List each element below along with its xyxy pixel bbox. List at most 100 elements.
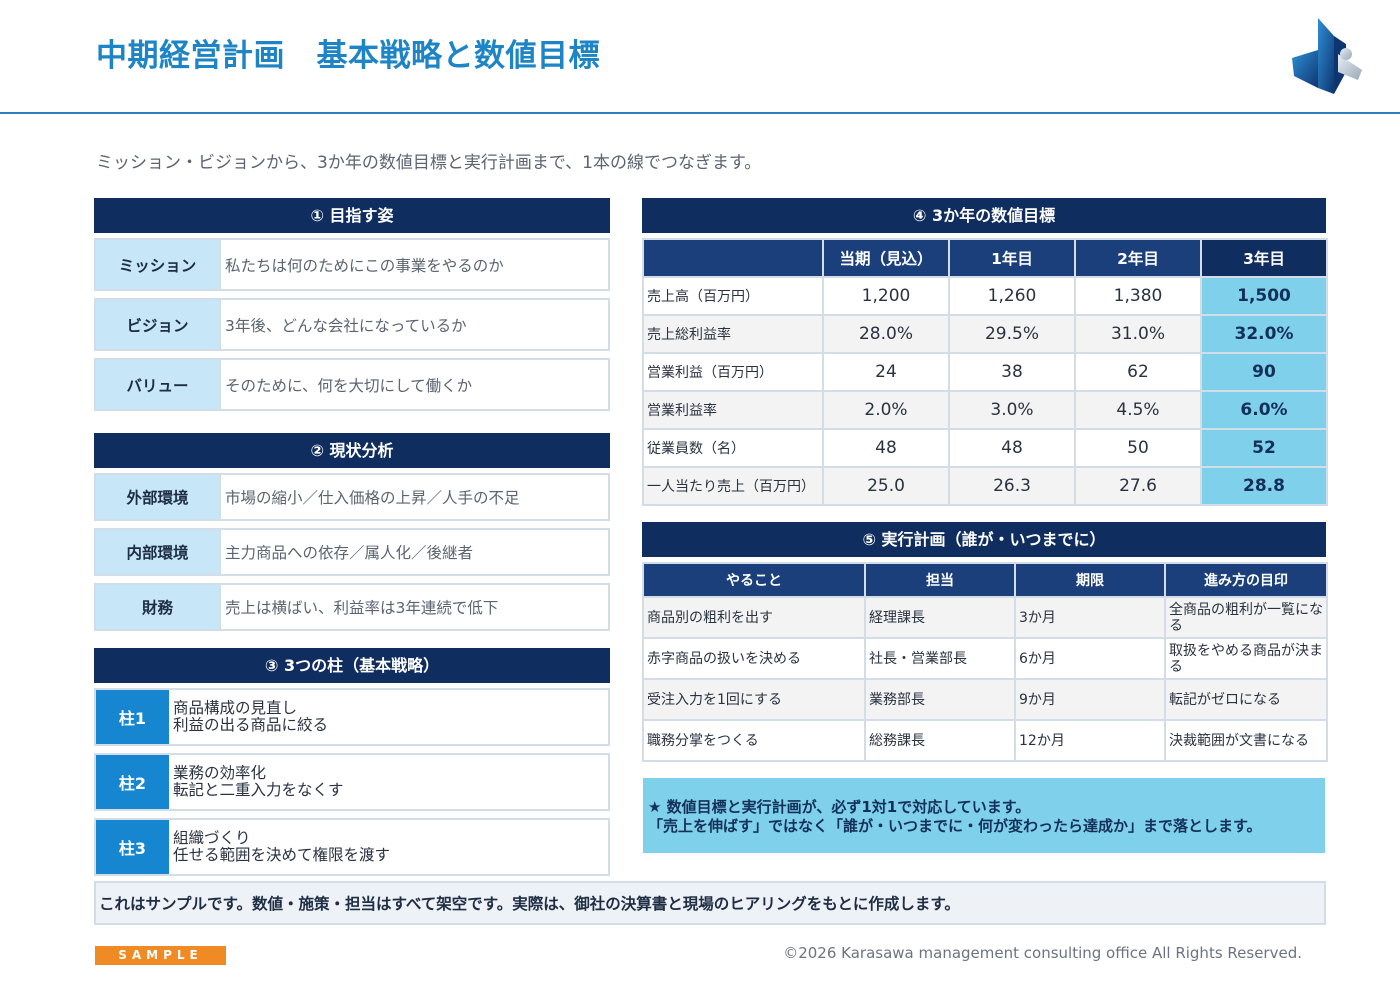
pillar-key: 柱1 [96, 690, 169, 744]
header-divider [0, 112, 1400, 114]
table-cell: 26.3 [948, 466, 1076, 506]
table-cell-highlight: 1,500 [1200, 276, 1328, 316]
analysis-row-key: 内部環境 [96, 530, 221, 574]
pillar-row: 柱2 業務の効率化 転記と二重入力をなくす [94, 753, 610, 811]
owner-cell: 経理課長 [864, 596, 1016, 639]
analysis-row: 外部環境 市場の縮小／仕入価格の上昇／人手の不足 [94, 473, 610, 521]
vision-row: バリュー そのために、何を大切にして働くか [94, 358, 610, 411]
column-header: 3年目 [1200, 238, 1328, 278]
table-cell: 27.6 [1074, 466, 1202, 506]
vision-row-value: そのために、何を大切にして働くか [225, 376, 473, 395]
sample-badge: SAMPLE [95, 946, 226, 965]
section-heading-vision: ① 目指す姿 [94, 198, 610, 233]
task-cell: 赤字商品の扱いを決める [642, 637, 866, 680]
analysis-row-key: 財務 [96, 585, 221, 629]
milestone-cell: 決裁範囲が文書になる [1164, 719, 1328, 762]
table-cell: 62 [1074, 352, 1202, 392]
pillar-key: 柱2 [96, 755, 169, 809]
analysis-row: 財務 売上は横ばい、利益率は3年連続で低下 [94, 583, 610, 631]
deadline-cell: 9か月 [1014, 678, 1166, 721]
table-header-row: やること 担当 期限 進み方の目印 [642, 562, 1328, 598]
pillar-description: 組織づくり 任せる範囲を決めて権限を渡す [169, 820, 608, 874]
analysis-row-value: 主力商品への依存／属人化／後継者 [225, 544, 474, 562]
table-cell: 1,260 [948, 276, 1076, 316]
pillar-description: 商品構成の見直し 利益の出る商品に絞る [169, 690, 608, 744]
table-cell: 1,200 [822, 276, 950, 316]
analysis-row-value: 売上は横ばい、利益率は3年連続で低下 [225, 599, 499, 617]
copyright-text: ©2026 Karasawa management consulting off… [783, 944, 1302, 962]
table-row: 赤字商品の扱いを決める 社長・営業部長 6か月 取扱をやめる商品が決まる [642, 637, 1328, 680]
table-row: 売上総利益率 28.0% 29.5% 31.0% 32.0% [642, 314, 1328, 354]
page-title: 中期経営計画 基本戦略と数値目標 [96, 38, 600, 74]
table-row: 営業利益（百万円） 24 38 62 90 [642, 352, 1328, 392]
note-box: ★ 数値目標と実行計画が、必ず1対1で対応しています。 「売上を伸ばす」ではなく… [643, 778, 1325, 853]
column-header: 2年目 [1074, 238, 1202, 278]
analysis-row: 内部環境 主力商品への依存／属人化／後継者 [94, 528, 610, 576]
task-cell: 職務分掌をつくる [642, 719, 866, 762]
owner-cell: 社長・営業部長 [864, 637, 1016, 680]
table-row: 売上高（百万円） 1,200 1,260 1,380 1,500 [642, 276, 1328, 316]
pillar-line: 任せる範囲を決めて権限を渡す [173, 846, 391, 864]
owner-cell: 総務課長 [864, 719, 1016, 762]
table-header-row: 当期（見込） 1年目 2年目 3年目 [642, 238, 1328, 278]
column-header: 期限 [1014, 562, 1166, 598]
analysis-row-value: 市場の縮小／仕入価格の上昇／人手の不足 [225, 489, 520, 507]
pillar-line: 業務の効率化 [173, 764, 267, 782]
table-cell-highlight: 32.0% [1200, 314, 1328, 354]
table-cell: 24 [822, 352, 950, 392]
disclaimer-box: これはサンプルです。数値・施策・担当はすべて架空です。実際は、御社の決算書と現場… [94, 881, 1326, 925]
vision-row-key: バリュー [96, 360, 221, 409]
row-label: 営業利益率 [642, 390, 824, 430]
pillar-description: 業務の効率化 転記と二重入力をなくす [169, 755, 608, 809]
table-cell-highlight: 52 [1200, 428, 1328, 468]
pillar-line: 利益の出る商品に絞る [173, 716, 329, 734]
section-heading-analysis: ② 現状分析 [94, 433, 610, 468]
section-heading-action-plan: ⑤ 実行計画（誰が・いつまでに） [642, 522, 1326, 557]
column-header: 当期（見込） [822, 238, 950, 278]
section-heading-pillars: ③ 3つの柱（基本戦略） [94, 648, 610, 683]
pillar-row: 柱3 組織づくり 任せる範囲を決めて権限を渡す [94, 818, 610, 876]
table-cell: 3.0% [948, 390, 1076, 430]
table-row: 一人当たり売上（百万円） 25.0 26.3 27.6 28.8 [642, 466, 1328, 506]
table-cell-highlight: 90 [1200, 352, 1328, 392]
column-header: 担当 [864, 562, 1016, 598]
table-cell: 4.5% [1074, 390, 1202, 430]
row-label: 一人当たり売上（百万円） [642, 466, 824, 506]
milestone-cell: 全商品の粗利が一覧になる [1164, 596, 1328, 639]
targets-table: 当期（見込） 1年目 2年目 3年目 売上高（百万円） 1,200 1,260 … [642, 238, 1328, 506]
task-cell: 商品別の粗利を出す [642, 596, 866, 639]
column-header: 1年目 [948, 238, 1076, 278]
pillar-line: 転記と二重入力をなくす [173, 781, 344, 799]
vision-row-key: ミッション [96, 240, 221, 289]
table-cell-highlight: 28.8 [1200, 466, 1328, 506]
note-line: 「売上を伸ばす」ではなく「誰が・いつまでに・何が変わったら達成か」まで落とします… [648, 817, 1262, 835]
pillar-row: 柱1 商品構成の見直し 利益の出る商品に絞る [94, 688, 610, 746]
note-line: ★ 数値目標と実行計画が、必ず1対1で対応しています。 [648, 798, 1031, 816]
pillar-key: 柱3 [96, 820, 169, 874]
table-row: 商品別の粗利を出す 経理課長 3か月 全商品の粗利が一覧になる [642, 596, 1328, 639]
action-plan-table: やること 担当 期限 進み方の目印 商品別の粗利を出す 経理課長 3か月 全商品… [642, 562, 1328, 762]
lead-text: ミッション・ビジョンから、3か年の数値目標と実行計画まで、1本の線でつなぎます。 [96, 153, 762, 173]
table-row: 営業利益率 2.0% 3.0% 4.5% 6.0% [642, 390, 1328, 430]
vision-row: ミッション 私たちは何のためにこの事業をやるのか [94, 238, 610, 291]
row-label: 売上総利益率 [642, 314, 824, 354]
analysis-row-key: 外部環境 [96, 475, 221, 519]
owner-cell: 業務部長 [864, 678, 1016, 721]
table-cell: 1,380 [1074, 276, 1202, 316]
row-label: 営業利益（百万円） [642, 352, 824, 392]
table-cell: 31.0% [1074, 314, 1202, 354]
column-header: 進み方の目印 [1164, 562, 1328, 598]
pillar-line: 商品構成の見直し [173, 699, 298, 717]
table-cell: 50 [1074, 428, 1202, 468]
vision-row: ビジョン 3年後、どんな会社になっているか [94, 298, 610, 351]
table-row: 受注入力を1回にする 業務部長 9か月 転記がゼロになる [642, 678, 1328, 721]
company-logo-icon [1292, 18, 1362, 94]
table-cell: 48 [822, 428, 950, 468]
milestone-cell: 取扱をやめる商品が決まる [1164, 637, 1328, 680]
table-cell-highlight: 6.0% [1200, 390, 1328, 430]
task-cell: 受注入力を1回にする [642, 678, 866, 721]
deadline-cell: 12か月 [1014, 719, 1166, 762]
table-cell: 38 [948, 352, 1076, 392]
table-cell: 48 [948, 428, 1076, 468]
vision-row-key: ビジョン [96, 300, 221, 349]
